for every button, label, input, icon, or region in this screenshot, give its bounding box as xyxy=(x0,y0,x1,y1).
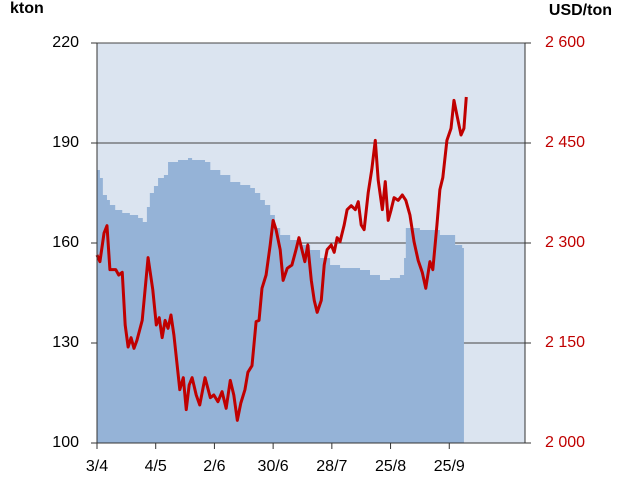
y2-tick-label: 2 600 xyxy=(545,34,585,51)
y-tick-label: 100 xyxy=(52,434,79,451)
y-tick-label: 190 xyxy=(52,134,79,151)
y-axis-label: kton xyxy=(10,0,44,17)
y2-tick-label: 2 000 xyxy=(545,434,585,451)
y2-tick-label: 2 450 xyxy=(545,134,585,151)
x-tick-label: 2/6 xyxy=(203,458,225,475)
area xyxy=(97,158,464,443)
x-tick-label: 25/8 xyxy=(375,458,406,475)
y2-tick-label: 2 150 xyxy=(545,334,585,351)
y2-axis-label: USD/ton xyxy=(549,2,612,19)
y2-tick-label: 2 300 xyxy=(545,234,585,251)
x-tick-label: 4/5 xyxy=(145,458,167,475)
x-tick-label: 25/9 xyxy=(434,458,465,475)
y-tick-label: 130 xyxy=(52,334,79,351)
x-tick-label: 30/6 xyxy=(258,458,289,475)
line xyxy=(95,96,468,422)
x-tick-label: 28/7 xyxy=(316,458,347,475)
y-tick-label: 160 xyxy=(52,234,79,251)
x-tick-label: 3/4 xyxy=(86,458,108,475)
y-tick-label: 220 xyxy=(52,34,79,51)
